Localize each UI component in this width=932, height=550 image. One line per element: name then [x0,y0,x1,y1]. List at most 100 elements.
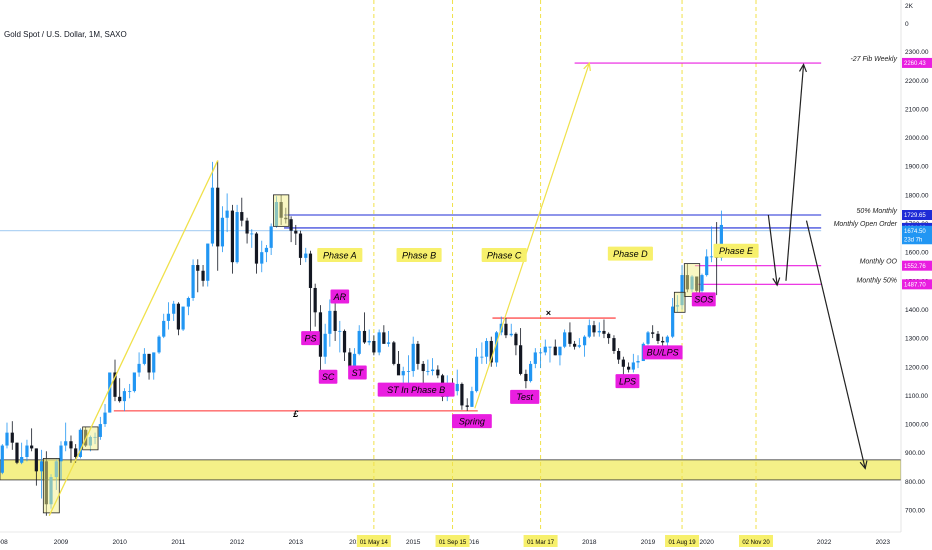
candle-body[interactable] [328,310,332,334]
candle-body[interactable] [406,371,411,372]
candle-body[interactable] [5,432,9,446]
candle-body[interactable] [474,356,479,392]
candle-body[interactable] [430,369,435,372]
candle-body[interactable] [386,342,391,344]
time-axis[interactable]: 008 2009 2010 2011 2012 2013 201 2015 2016 2018 20… [0,531,901,547]
candle-body[interactable] [568,332,572,344]
candle-body[interactable] [235,212,239,263]
candle-body[interactable] [480,356,484,358]
candle-body[interactable] [543,346,547,353]
candle-body[interactable] [147,353,151,373]
candle-body[interactable] [216,187,220,247]
candle-body[interactable] [318,312,323,357]
candle-body[interactable] [348,352,352,367]
candle-body[interactable] [617,350,621,360]
candle-body[interactable] [78,429,82,457]
candle-body[interactable] [401,371,405,376]
candle-body[interactable] [245,220,249,234]
candle-body[interactable] [240,212,244,221]
candle-body[interactable] [519,345,523,374]
candle-body[interactable] [377,332,381,353]
candle-body[interactable] [142,353,146,364]
candle-body[interactable] [607,333,611,339]
candle-body[interactable] [323,333,327,357]
candle-body[interactable] [113,372,117,397]
candle-body[interactable] [333,310,337,331]
candle-body[interactable] [553,346,557,356]
candle-body[interactable] [186,297,190,307]
candle-body[interactable] [230,210,235,263]
candle-body[interactable] [181,306,185,330]
candle-body[interactable] [10,432,14,443]
candle-body[interactable] [313,287,317,313]
candle-body[interactable] [108,372,112,413]
candle-body[interactable] [631,362,635,370]
candle-body[interactable] [548,346,552,348]
candle-body[interactable] [118,396,122,402]
candle-body[interactable] [308,253,313,288]
candle-body[interactable] [396,363,401,376]
candle-body[interactable] [367,340,371,343]
candle-body[interactable] [166,313,171,321]
candle-body[interactable] [260,252,264,264]
candle-body[interactable] [646,332,650,344]
candle-body[interactable] [69,441,73,449]
candle-body[interactable] [137,363,141,373]
candle-body[interactable] [538,352,543,354]
candle-body[interactable] [671,306,675,337]
candle-body[interactable] [30,445,34,449]
candle-body[interactable] [0,445,4,473]
candle-body[interactable] [455,383,459,392]
candle-body[interactable] [597,330,601,333]
candle-body[interactable] [372,340,376,353]
candle-body[interactable] [719,224,723,258]
candle-body[interactable] [636,361,640,363]
candle-body[interactable] [122,391,126,402]
candle-body[interactable] [592,325,596,333]
candle-body[interactable] [254,233,259,264]
candle-body[interactable] [176,303,180,330]
candle-body[interactable] [436,369,440,376]
candle-body[interactable] [304,253,308,258]
candle-body[interactable] [426,371,430,372]
candle-body[interactable] [709,256,713,258]
candle-body[interactable] [338,330,342,332]
candle-body[interactable] [220,217,225,247]
candle-body[interactable] [210,187,215,244]
candle-body[interactable] [201,270,205,281]
candle-body[interactable] [357,330,361,354]
candle-body[interactable] [470,391,474,407]
candle-body[interactable] [152,352,156,373]
candle-body[interactable] [577,345,581,347]
candle-body[interactable] [583,336,587,346]
candle-body[interactable] [15,442,19,463]
candle-body[interactable] [206,243,210,281]
candle-body[interactable] [191,265,195,298]
candle-body[interactable] [558,346,562,356]
candle-body[interactable] [196,265,200,271]
candle-body[interactable] [416,343,420,364]
candle-body[interactable] [128,391,132,392]
candle-body[interactable] [705,256,709,276]
candle-body[interactable] [494,332,499,363]
candle-body[interactable] [172,303,176,314]
price-axis[interactable]: 700.00 800.00 900.00 1000.00 1100.00 1200.00 1… [900,0,932,550]
candle-body[interactable] [103,412,107,425]
candle-body[interactable] [162,320,166,337]
candle-body[interactable] [40,461,44,472]
candle-body[interactable] [460,383,464,406]
candle-body[interactable] [665,336,669,343]
candle-body[interactable] [342,330,347,353]
candle-body[interactable] [264,247,269,253]
candle-body[interactable] [269,226,273,248]
candle-body[interactable] [64,441,68,446]
candle-body[interactable] [651,332,655,334]
candle-body[interactable] [529,363,533,382]
candle-body[interactable] [59,445,63,462]
candle-body[interactable] [573,343,577,347]
candle-body[interactable] [612,338,616,351]
candle-body[interactable] [514,333,518,346]
candle-body[interactable] [421,363,425,372]
candle-body[interactable] [627,366,631,370]
